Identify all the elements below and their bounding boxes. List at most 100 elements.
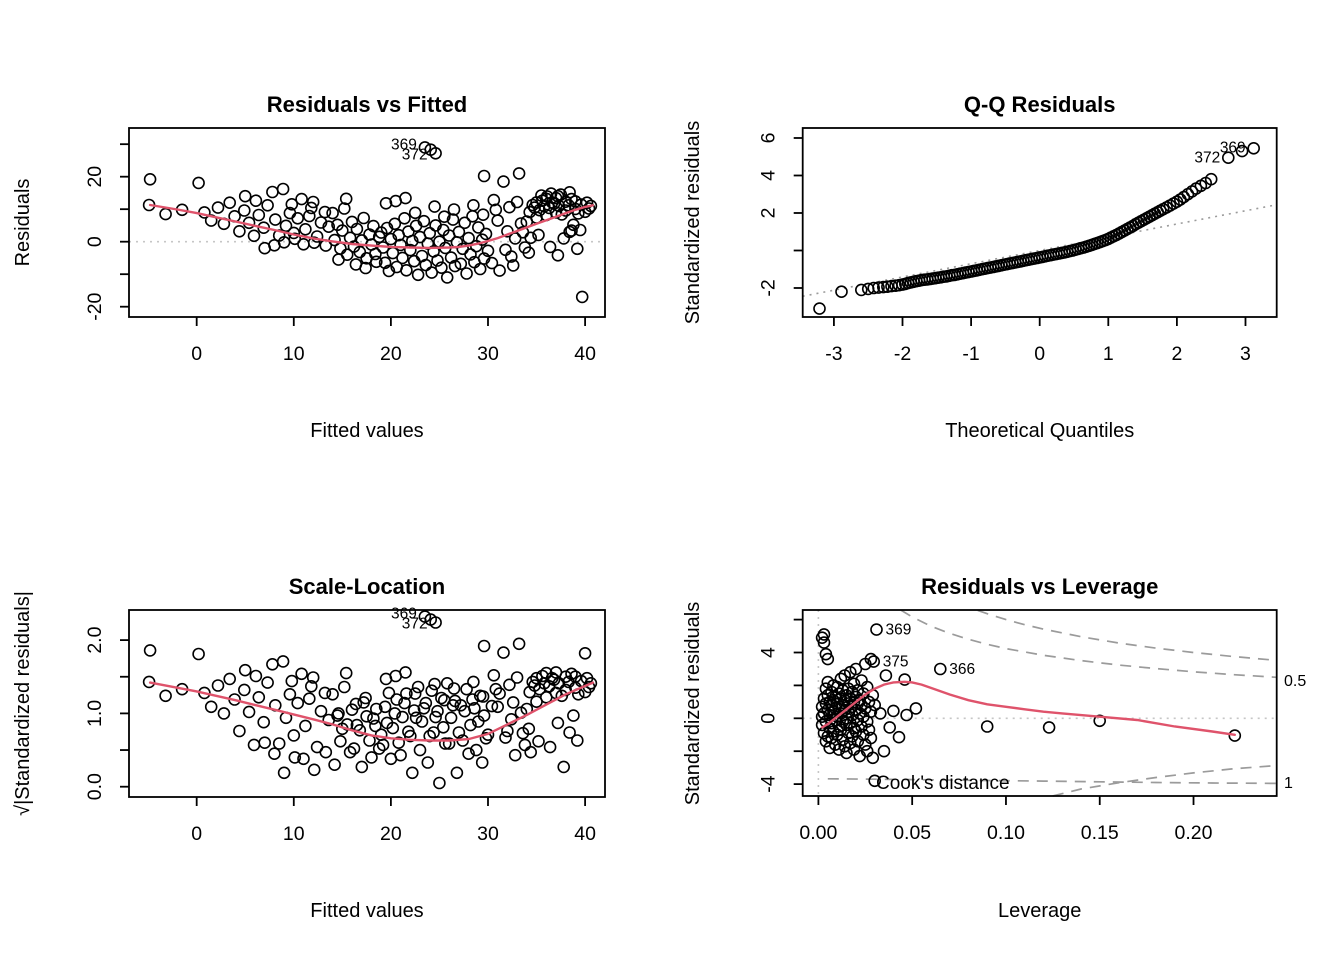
point-id-label: 369 xyxy=(391,136,417,153)
xlabel-leverage: Leverage xyxy=(998,900,1081,922)
data-point xyxy=(302,209,316,223)
data-point xyxy=(429,710,442,724)
data-point xyxy=(411,680,425,694)
data-point xyxy=(491,700,505,714)
x-tick-label: 3 xyxy=(1240,343,1251,365)
data-point xyxy=(369,719,382,733)
data-point xyxy=(573,223,587,237)
data-point xyxy=(268,213,282,226)
data-point xyxy=(479,227,493,241)
data-point xyxy=(384,232,398,246)
data-point xyxy=(510,671,524,684)
y-tick-label: -2 xyxy=(758,279,780,296)
data-point xyxy=(332,253,345,266)
data-point xyxy=(440,271,454,284)
data-point xyxy=(862,723,876,737)
title-residuals-vs-leverage: Residuals vs Leverage xyxy=(921,574,1158,599)
y-tick-label: -20 xyxy=(84,292,106,320)
data-point xyxy=(319,745,333,759)
data-point xyxy=(419,696,433,710)
data-point xyxy=(873,707,887,720)
data-point xyxy=(376,738,390,752)
data-point xyxy=(247,229,261,243)
data-point xyxy=(864,731,878,745)
data-point xyxy=(431,704,444,718)
x-tick-label: 0 xyxy=(191,343,202,365)
data-point xyxy=(299,223,312,236)
data-point xyxy=(477,169,491,183)
title-qq-residuals: Q-Q Residuals xyxy=(964,92,1116,117)
data-point xyxy=(394,748,407,762)
data-point xyxy=(477,639,491,653)
data-point xyxy=(326,687,339,701)
labeled-data-point xyxy=(429,616,442,629)
y-tick-label: 6 xyxy=(758,133,780,144)
data-point xyxy=(431,254,444,267)
data-point xyxy=(398,212,411,225)
xlabel-fitted-values-bottom: Fitted values xyxy=(310,900,423,922)
data-point xyxy=(159,689,172,703)
cooks-distance-contour-1 xyxy=(977,609,1277,662)
data-point xyxy=(334,242,347,255)
data-point xyxy=(872,281,885,294)
data-point xyxy=(879,669,893,682)
data-point xyxy=(543,740,557,754)
data-point xyxy=(388,707,402,720)
data-point xyxy=(295,192,308,206)
data-point xyxy=(563,726,576,739)
data-point xyxy=(334,734,347,748)
data-point xyxy=(508,748,522,762)
data-point xyxy=(909,702,923,715)
data-point xyxy=(489,203,503,217)
data-point xyxy=(522,246,536,259)
data-point xyxy=(578,646,592,660)
data-point xyxy=(211,679,225,692)
data-point xyxy=(437,693,451,707)
point-id-label: 369 xyxy=(886,622,912,639)
data-point xyxy=(223,672,236,686)
data-point xyxy=(817,636,831,649)
data-point xyxy=(433,235,446,248)
data-point xyxy=(437,210,451,223)
plot-border xyxy=(128,609,606,798)
data-point xyxy=(238,663,252,677)
data-point xyxy=(365,751,378,764)
data-point xyxy=(388,217,402,231)
data-point xyxy=(813,302,826,315)
data-point xyxy=(1228,729,1242,742)
data-point xyxy=(980,720,994,733)
data-point xyxy=(339,666,353,680)
data-point xyxy=(407,254,421,268)
point-id-label: 369 xyxy=(1220,139,1246,156)
plot-border xyxy=(801,609,1278,797)
data-point xyxy=(283,687,297,701)
x-tick-label: 1 xyxy=(1103,343,1114,365)
data-point xyxy=(386,721,400,735)
data-point xyxy=(503,678,516,692)
data-point xyxy=(438,737,452,750)
data-point xyxy=(448,259,462,273)
data-point xyxy=(405,766,419,780)
labeled-data-point xyxy=(1222,151,1235,164)
data-point xyxy=(382,686,396,700)
labeled-data-point xyxy=(1247,142,1260,155)
x-tick-label: 0.05 xyxy=(893,822,931,844)
data-point xyxy=(247,738,261,752)
data-point xyxy=(454,257,468,271)
data-point xyxy=(238,204,251,217)
x-tick-label: 0.00 xyxy=(799,822,837,844)
data-point xyxy=(447,203,461,216)
data-point xyxy=(428,677,441,691)
data-point xyxy=(318,205,332,219)
x-tick-label: -2 xyxy=(894,343,911,365)
data-point xyxy=(192,647,205,661)
data-point xyxy=(1204,172,1218,186)
data-point xyxy=(544,187,558,200)
data-point xyxy=(142,675,156,689)
x-tick-label: 40 xyxy=(574,343,596,365)
data-point xyxy=(469,743,483,757)
data-point xyxy=(452,726,466,739)
data-point xyxy=(332,707,345,720)
data-point xyxy=(876,280,890,294)
